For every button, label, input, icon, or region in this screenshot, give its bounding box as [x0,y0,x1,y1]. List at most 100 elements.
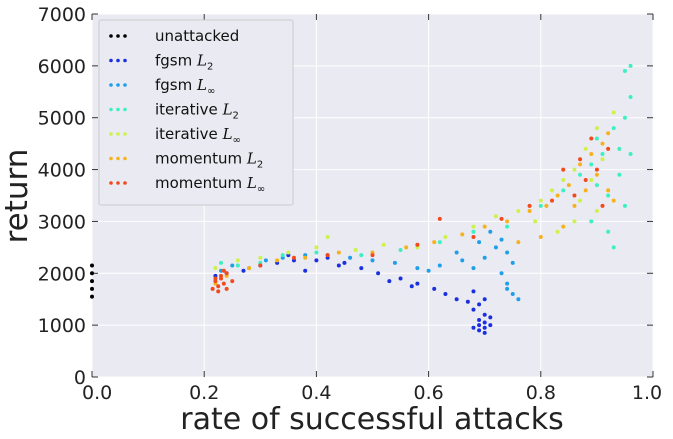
data-point [325,253,330,258]
data-point [482,330,487,335]
data-point [370,253,375,258]
data-point [622,203,627,208]
data-point [471,307,476,312]
data-point [611,126,616,131]
data-point [404,245,409,250]
data-point [578,162,583,167]
y-tick-label: 0 [74,367,86,389]
y-tick-label: 5000 [38,108,86,130]
legend-marker [116,156,120,161]
data-point [325,234,330,239]
data-point [477,323,482,328]
legend-entry: iterative L2 [109,101,239,122]
data-point [216,289,221,294]
data-point [555,229,560,234]
data-point [606,131,611,136]
data-point [505,219,510,224]
data-point [219,276,224,281]
legend-label-text: unattacked [155,27,239,45]
x-tick-label: 0.6 [413,382,443,404]
data-point [443,234,448,239]
data-point [426,268,431,273]
data-point [235,263,240,268]
data-point [628,94,633,99]
data-point [303,255,308,260]
legend-label-text: fgsm [155,52,197,70]
data-point [594,136,599,141]
legend-entry: unattacked [109,27,239,45]
legend-label: iterative L∞ [155,125,241,146]
data-point [370,258,375,263]
data-point [516,240,521,245]
data-point [566,183,571,188]
data-point [398,247,403,252]
data-point [622,115,627,120]
data-point [544,203,549,208]
data-point [263,258,268,263]
data-point [516,297,521,302]
legend-label: unattacked [155,27,239,45]
legend-marker [123,132,127,136]
data-point [213,276,218,281]
legend-label: momentum L2 [155,150,263,171]
data-point [611,198,616,203]
data-point [572,219,577,224]
legend-entry: fgsm L∞ [109,76,215,97]
data-point [611,110,616,115]
data-point [516,209,521,214]
legend-entry: momentum L∞ [109,174,265,195]
data-point [443,292,448,297]
data-point [493,214,498,219]
legend-label-math: L [222,101,233,119]
y-axis-title: return [0,149,35,244]
x-tick-labels: 0.0 0.2 0.4 0.6 0.8 1.0 [82,382,662,404]
y-tick-labels: 0 1000 2000 3000 4000 5000 6000 7000 [38,4,86,389]
legend-label: momentum L∞ [155,174,265,195]
data-point [336,263,341,268]
x-tick-label: 0.8 [526,382,556,404]
data-point [606,188,611,193]
data-point [471,289,476,294]
data-point [460,232,465,237]
legend-label-subscript: ∞ [257,184,265,195]
x-axis-title: rate of successful attacks [180,402,564,437]
data-point [314,250,319,255]
legend-label-subscript: 2 [257,160,263,171]
legend-marker [109,107,113,112]
data-point [235,258,240,263]
legend-marker [109,83,113,87]
legend-marker [109,58,113,63]
y-tick-label: 3000 [38,211,86,233]
legend-entry: momentum L2 [109,150,263,171]
data-point [572,203,577,208]
data-point [600,141,605,146]
y-tick-label: 7000 [38,4,86,26]
data-point [561,167,566,172]
data-point [527,209,532,214]
data-point [482,325,487,330]
data-point [589,162,594,167]
data-point [488,229,493,234]
data-point [606,193,611,198]
data-point [210,286,215,291]
data-point [482,297,487,302]
data-point [90,263,94,268]
data-point [583,177,588,182]
legend-label-subscript: ∞ [207,86,215,97]
data-point [488,315,493,320]
legend-marker [123,107,127,112]
data-point [561,224,566,229]
data-point [247,266,252,271]
data-point [454,297,459,302]
data-point [505,286,510,291]
legend-label-math: L [246,174,257,192]
data-point [477,328,482,333]
x-tick-label: 0.4 [301,382,331,404]
data-point [216,284,221,289]
data-point [471,266,476,271]
legend-label: fgsm L2 [155,52,213,73]
data-point [376,271,381,276]
data-point [550,188,555,193]
data-point [482,320,487,325]
